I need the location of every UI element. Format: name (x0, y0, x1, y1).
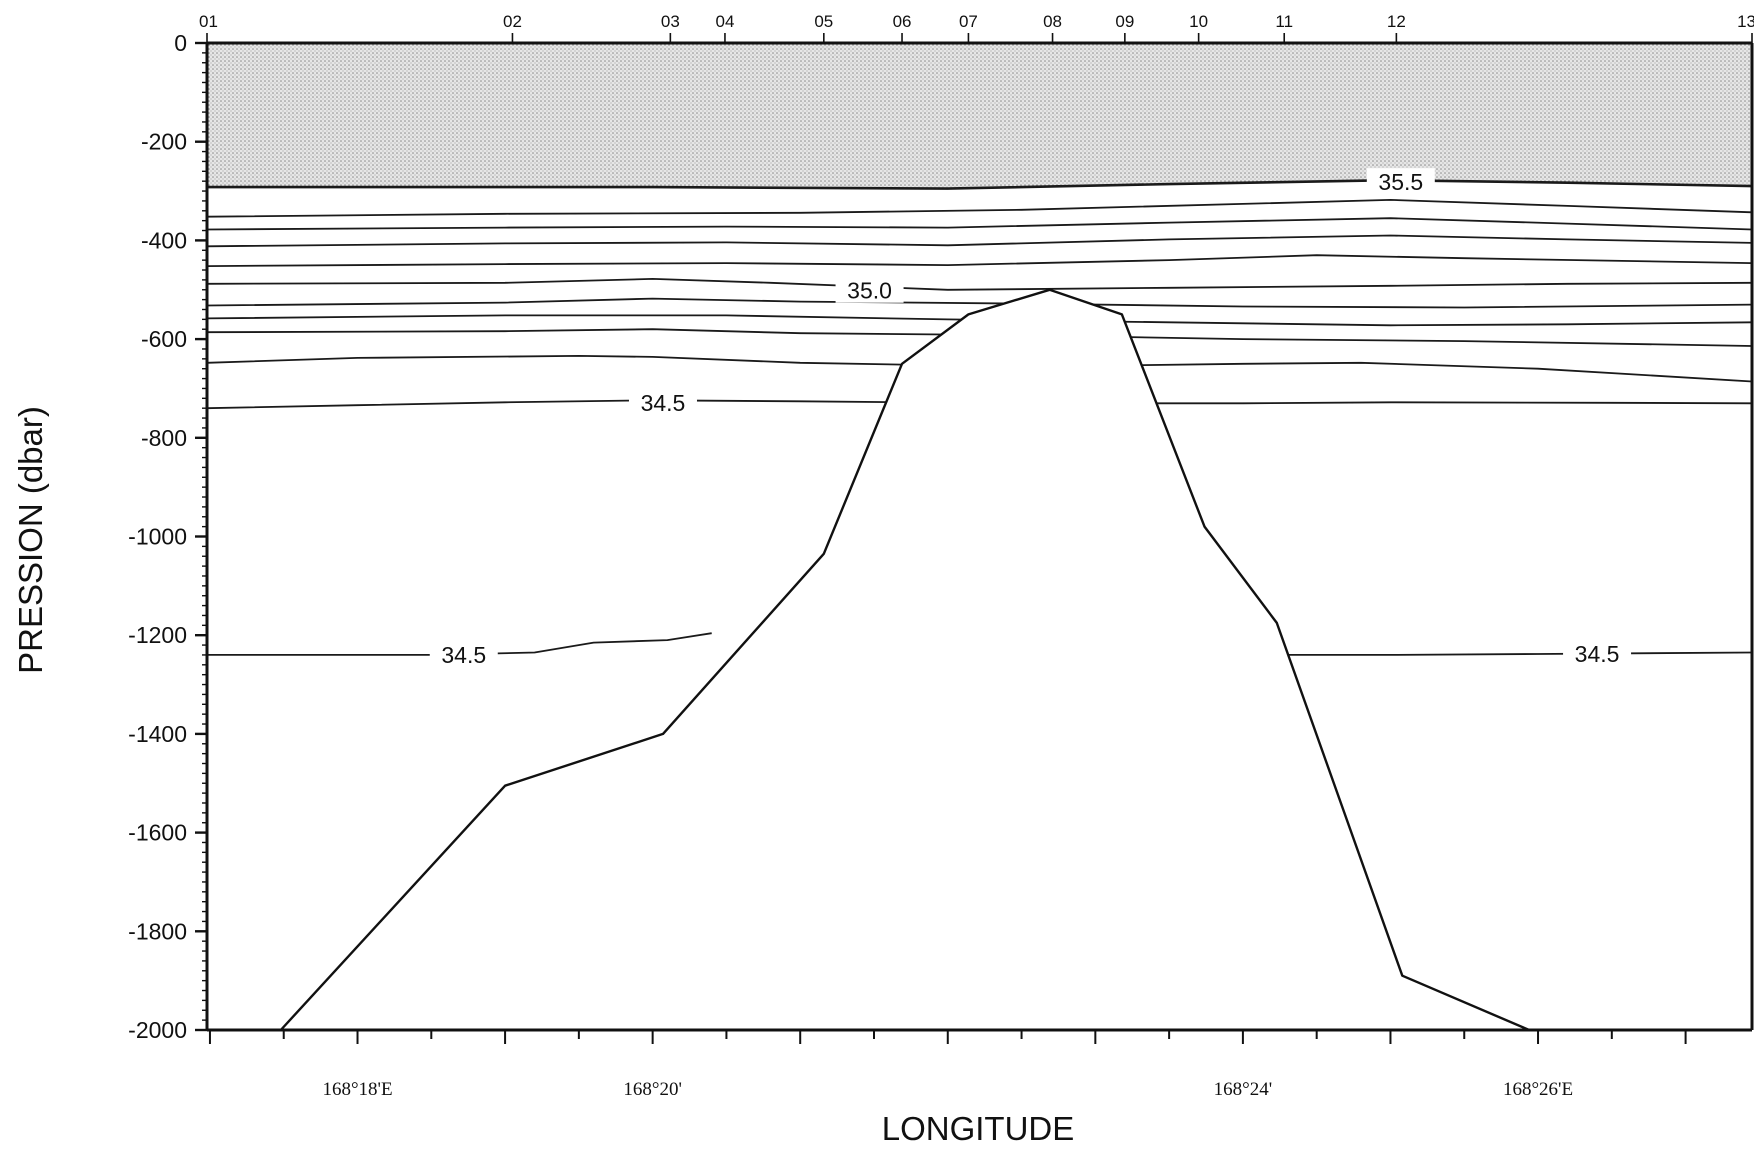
contour-label-1: 35.0 (847, 278, 892, 304)
contour-label-3: 34.5 (441, 642, 486, 668)
contour-label-bg-4 (1563, 639, 1632, 666)
station-label-13: 13 (1737, 12, 1754, 31)
y-tick-label-8: -1600 (128, 820, 187, 846)
shaded-high-salinity-layer (207, 43, 1752, 189)
y-tick-label-4: -800 (141, 425, 187, 451)
y-tick-label-3: -600 (141, 326, 187, 352)
x-tick-label-3: 168°26'E (1503, 1079, 1573, 1100)
y-tick-label-6: -1200 (128, 622, 187, 648)
y-axis-title: PRESSION (dbar) (12, 406, 49, 674)
bottom-profile-line (279, 288, 1530, 1032)
contour-label-0: 35.5 (1378, 169, 1423, 195)
x-tick-label-2: 168°24' (1214, 1079, 1273, 1100)
contour-label-4: 34.5 (1575, 641, 1620, 667)
contour-line-2 (206, 217, 1753, 231)
y-tick-label-10: -2000 (128, 1017, 187, 1043)
station-label-01: 01 (199, 12, 218, 31)
x-axis-title: LONGITUDE (882, 1110, 1075, 1147)
x-tick-label-0: 168°18'E (322, 1079, 392, 1100)
contour-line-0 (207, 178, 1753, 190)
x-tick-label-1: 168°20' (623, 1079, 682, 1100)
station-label-12: 12 (1387, 12, 1406, 31)
y-axis-ticks: 0 -200 -400 -600 -800 -1000 -1200 -1400 -1600 -18… (128, 30, 207, 1043)
station-label-03: 03 (661, 12, 680, 31)
shaded-layer-area (207, 43, 1752, 189)
y-tick-label-2: -400 (141, 227, 187, 253)
station-label-07: 07 (959, 12, 978, 31)
contour-label-bg-3 (429, 640, 498, 667)
station-label-04: 04 (715, 12, 734, 31)
contour-line-4 (206, 254, 1753, 267)
station-label-10: 10 (1189, 12, 1208, 31)
station-label-02: 02 (503, 12, 522, 31)
seamount-bottom-profile (279, 288, 1530, 1032)
y-tick-label-9: -1800 (128, 918, 187, 944)
station-label-05: 05 (814, 12, 833, 31)
contour-labels: 35.5 35.0 34.5 34.5 34.5 (429, 168, 1632, 668)
station-label-08: 08 (1043, 12, 1062, 31)
contour-label-bg-2 (628, 388, 697, 415)
seamount-body (280, 289, 1530, 1030)
y-tick-label-5: -1000 (128, 524, 187, 550)
contour-line-1 (206, 198, 1753, 218)
contour-line-6 (206, 297, 1753, 309)
contour-line-5 (206, 277, 1753, 291)
contour-line-3 (206, 234, 1753, 248)
contour-label-2: 34.5 (641, 390, 686, 416)
x-axis-ticks: 168°18'E 168°20' 168°24' 168°26'E (208, 1030, 1687, 1100)
y-tick-label-0: 0 (174, 30, 187, 56)
contour-label-bg-1 (835, 276, 904, 303)
contour-line-11 (207, 632, 712, 656)
contour-line-12 (1284, 651, 1753, 656)
contour-label-bg-0 (1366, 168, 1435, 195)
station-label-11: 11 (1275, 12, 1293, 31)
contour-line-8 (206, 328, 1753, 347)
y-tick-label-1: -200 (141, 129, 187, 155)
station-label-09: 09 (1115, 12, 1134, 31)
salinity-contour-lines (206, 178, 1753, 656)
station-label-06: 06 (893, 12, 912, 31)
y-tick-label-7: -1400 (128, 721, 187, 747)
station-markers: 01 02 03 04 05 06 07 08 09 10 11 12 13 (199, 12, 1754, 43)
